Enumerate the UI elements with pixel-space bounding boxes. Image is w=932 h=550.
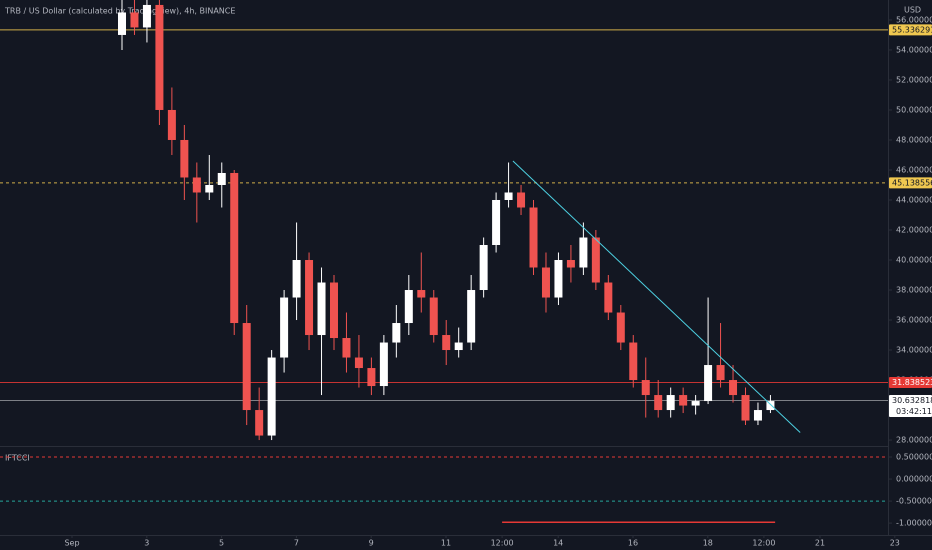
candle-body bbox=[255, 410, 264, 436]
trendline bbox=[512, 160, 801, 433]
y-tick-label: 44.000000 bbox=[896, 195, 932, 204]
candle-body bbox=[167, 109, 176, 140]
candle-body bbox=[679, 395, 688, 406]
y-tick-label: 40.000000 bbox=[896, 256, 932, 265]
y-tick-label: 38.000000 bbox=[896, 286, 932, 295]
price-label: 55.336291 bbox=[892, 25, 932, 34]
candle-body bbox=[691, 401, 700, 406]
candle-body bbox=[467, 290, 476, 343]
candle-body bbox=[305, 260, 314, 336]
x-tick-label: 21 bbox=[815, 539, 825, 548]
candle-body bbox=[704, 365, 713, 402]
y-tick-label: 46.000000 bbox=[896, 165, 932, 174]
candle-body bbox=[554, 260, 563, 298]
price-label: 45.138556 bbox=[892, 178, 932, 187]
x-tick-label: 16 bbox=[628, 539, 638, 548]
x-tick-label: 12:00 bbox=[491, 539, 514, 548]
candle-body bbox=[454, 342, 463, 351]
y-tick-label: 50.000000 bbox=[896, 105, 932, 114]
x-tick-label: 7 bbox=[294, 539, 299, 548]
candle-body bbox=[604, 282, 613, 313]
candle-body bbox=[729, 380, 738, 396]
candle-body bbox=[392, 323, 401, 343]
candle-body bbox=[517, 192, 526, 208]
y-tick-label: 52.000000 bbox=[896, 75, 932, 84]
candle-body bbox=[579, 237, 588, 268]
candle-body bbox=[591, 237, 600, 283]
price-label-box bbox=[889, 376, 932, 388]
candle-body bbox=[280, 297, 289, 358]
indicator-y-tick-label: 0.000000 bbox=[896, 475, 932, 484]
candle-body bbox=[354, 357, 363, 369]
candle-body bbox=[741, 395, 750, 421]
y-tick-label: 34.000000 bbox=[896, 346, 932, 355]
candle-body bbox=[329, 282, 338, 339]
price-label-box bbox=[889, 24, 932, 36]
indicator-name: IFTCCI bbox=[5, 454, 30, 463]
indicator-y-tick-label: -0.500000 bbox=[896, 497, 932, 506]
price-label: 30.632818 bbox=[892, 396, 932, 405]
x-tick-label: 14 bbox=[553, 539, 563, 548]
candle-body bbox=[429, 297, 438, 336]
y-tick-label: 42.000000 bbox=[896, 226, 932, 235]
price-label-box bbox=[889, 395, 932, 418]
candle-body bbox=[230, 172, 239, 324]
candle-body bbox=[766, 401, 775, 411]
candle-body bbox=[492, 199, 501, 246]
candle-body bbox=[417, 290, 426, 298]
candle-body bbox=[716, 365, 725, 381]
x-tick-label: 23 bbox=[890, 539, 900, 548]
candle-body bbox=[566, 260, 575, 268]
x-tick-label: Sep bbox=[64, 539, 79, 548]
candle-body bbox=[142, 4, 151, 28]
candle-body bbox=[404, 290, 413, 324]
x-tick-label: 9 bbox=[369, 539, 374, 548]
candle-body bbox=[130, 12, 139, 28]
x-tick-label: 11 bbox=[441, 539, 451, 548]
candle-body bbox=[479, 245, 488, 291]
price-label: 31.838523 bbox=[892, 378, 932, 387]
countdown-label: 03:42:11 bbox=[896, 407, 932, 416]
candle-body bbox=[379, 342, 388, 387]
currency-label: USD bbox=[904, 6, 921, 15]
price-label-box bbox=[889, 177, 932, 189]
candle-body bbox=[367, 368, 376, 387]
y-tick-label: 56.000000 bbox=[896, 15, 932, 24]
indicator-y-tick-label: -1.000000 bbox=[896, 519, 932, 528]
y-tick-label: 28.000000 bbox=[896, 436, 932, 445]
candle-body bbox=[342, 338, 351, 358]
candle-body bbox=[654, 395, 663, 411]
candle-body bbox=[504, 192, 513, 200]
candle-body bbox=[641, 380, 650, 396]
y-tick-label: 54.000000 bbox=[896, 45, 932, 54]
candle-body bbox=[217, 172, 226, 185]
candle-body bbox=[666, 395, 675, 411]
y-tick-label: 36.000000 bbox=[896, 316, 932, 325]
x-tick-label: 3 bbox=[144, 539, 149, 548]
x-tick-label: 18 bbox=[703, 539, 713, 548]
candle-body bbox=[242, 323, 251, 411]
candle-body bbox=[616, 312, 625, 343]
candle-body bbox=[267, 357, 276, 436]
candle-body bbox=[205, 184, 214, 193]
candle-body bbox=[155, 4, 164, 110]
indicator-y-tick-label: 0.500000 bbox=[896, 453, 932, 462]
candle-body bbox=[292, 260, 301, 298]
chart-title: TRB / US Dollar (calculated by TradingVi… bbox=[4, 7, 235, 16]
x-tick-label: 5 bbox=[219, 539, 224, 548]
x-tick-label: 12:00 bbox=[752, 539, 775, 548]
candle-body bbox=[442, 335, 451, 351]
candle-body bbox=[629, 342, 638, 381]
candle-body bbox=[317, 282, 326, 336]
candle-body bbox=[753, 410, 762, 421]
candle-body bbox=[541, 267, 550, 298]
y-tick-label: 48.000000 bbox=[896, 135, 932, 144]
candle-body bbox=[529, 207, 538, 268]
candle-body bbox=[118, 12, 126, 35]
candle-body bbox=[180, 139, 189, 178]
candle-body bbox=[192, 177, 201, 193]
